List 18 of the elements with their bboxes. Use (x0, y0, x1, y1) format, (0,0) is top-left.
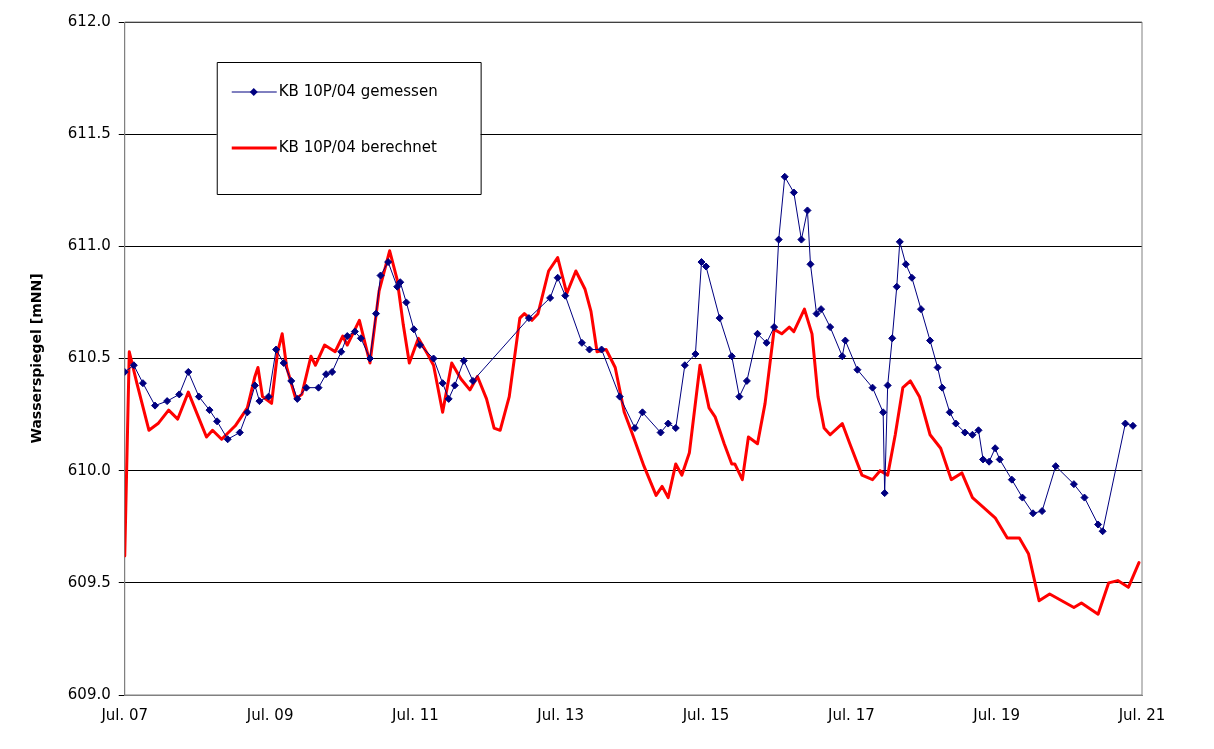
y-tick-label: 611.0 (67, 236, 111, 255)
x-tick-label: Jul. 11 (391, 705, 439, 724)
y-tick-label: 609.0 (67, 684, 111, 703)
y-tick-label: 611.5 (67, 124, 111, 143)
y-axis-title: Wasserspiegel [mNN] (28, 273, 45, 444)
legend-label: KB 10P/04 berechnet (278, 137, 437, 156)
legend-label: KB 10P/04 gemessen (278, 81, 438, 100)
y-tick-label: 612.0 (67, 11, 111, 30)
y-tick-label: 610.0 (67, 460, 111, 479)
x-tick-label: Jul. 07 (100, 705, 149, 724)
x-tick-label: Jul. 17 (826, 705, 875, 724)
x-tick-label: Jul. 19 (972, 705, 1021, 724)
x-tick-label: Jul. 15 (681, 705, 730, 724)
x-tick-label: Jul. 21 (1117, 705, 1166, 724)
x-tick-label: Jul. 13 (536, 705, 585, 724)
y-tick-label: 610.5 (67, 348, 111, 367)
y-tick-label: 609.5 (67, 572, 111, 591)
x-tick-label: Jul. 09 (245, 705, 294, 724)
